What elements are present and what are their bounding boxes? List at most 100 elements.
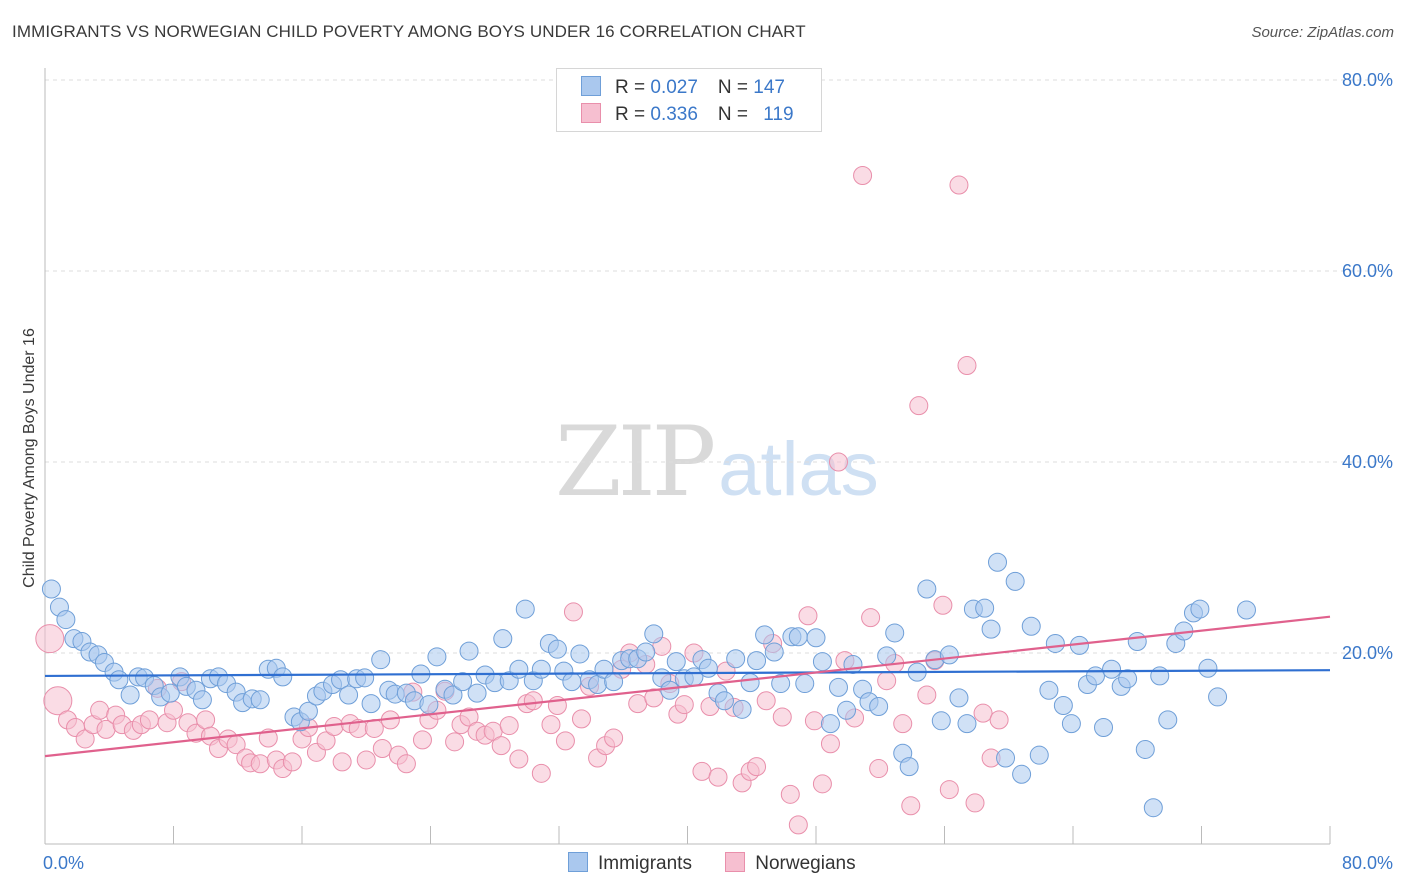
data-point bbox=[812, 652, 832, 672]
data-point bbox=[459, 707, 479, 727]
data-point bbox=[316, 731, 336, 751]
data-point bbox=[250, 754, 270, 774]
data-point bbox=[419, 695, 439, 715]
data-point bbox=[571, 709, 591, 729]
data-point bbox=[644, 624, 664, 644]
trend-line bbox=[44, 669, 1331, 678]
data-point bbox=[740, 673, 760, 693]
data-point bbox=[1085, 666, 1105, 686]
data-point bbox=[445, 732, 465, 752]
data-point bbox=[698, 658, 718, 678]
data-point bbox=[459, 641, 479, 661]
bottom-legend-immigrants: Immigrants bbox=[568, 852, 692, 875]
data-point bbox=[547, 639, 567, 659]
data-point bbox=[35, 624, 65, 654]
data-point bbox=[820, 714, 840, 734]
data-point bbox=[196, 710, 216, 730]
data-point bbox=[806, 628, 826, 648]
data-point bbox=[43, 686, 73, 716]
data-point bbox=[747, 757, 767, 777]
data-point bbox=[604, 728, 624, 748]
data-point bbox=[909, 396, 929, 416]
data-point bbox=[828, 452, 848, 472]
data-point bbox=[788, 627, 808, 647]
data-point bbox=[1198, 658, 1218, 678]
data-point bbox=[714, 691, 734, 711]
data-point bbox=[604, 672, 624, 692]
bottom-legend-norwegians: Norwegians bbox=[725, 852, 856, 875]
data-point bbox=[355, 668, 375, 688]
data-point bbox=[837, 700, 857, 720]
data-point bbox=[491, 736, 511, 756]
data-point bbox=[772, 707, 792, 727]
data-point bbox=[563, 602, 583, 622]
data-point bbox=[164, 700, 183, 720]
y-tick-label: 20.0% bbox=[1342, 643, 1393, 663]
data-point bbox=[981, 619, 1001, 639]
data-point bbox=[192, 690, 212, 710]
data-point bbox=[493, 629, 513, 649]
watermark-atlas: atlas bbox=[718, 427, 879, 512]
axes bbox=[44, 68, 1331, 845]
data-point bbox=[339, 685, 359, 705]
data-point bbox=[298, 701, 318, 721]
data-point bbox=[764, 642, 784, 662]
data-point bbox=[1053, 696, 1073, 716]
data-point bbox=[1039, 680, 1059, 700]
data-point bbox=[965, 793, 985, 813]
data-point bbox=[893, 714, 913, 734]
data-point bbox=[356, 750, 376, 770]
data-point bbox=[899, 757, 919, 777]
data-point bbox=[109, 670, 129, 690]
data-point bbox=[371, 650, 391, 670]
data-point bbox=[1208, 687, 1228, 707]
series-norwegians bbox=[35, 166, 1009, 835]
data-point bbox=[1029, 745, 1049, 765]
chart-title: IMMIGRANTS VS NORWEGIAN CHILD POVERTY AM… bbox=[12, 22, 806, 41]
data-point bbox=[996, 748, 1016, 768]
legend-r-value: 0.336 bbox=[650, 104, 698, 125]
data-point bbox=[282, 752, 302, 772]
data-point bbox=[747, 651, 767, 671]
data-point bbox=[949, 175, 969, 195]
y-tick-label: 60.0% bbox=[1342, 261, 1393, 281]
data-point bbox=[467, 683, 487, 703]
data-point bbox=[917, 685, 937, 705]
data-point bbox=[933, 595, 953, 615]
data-point bbox=[1045, 633, 1065, 653]
data-point bbox=[666, 652, 686, 672]
data-point bbox=[443, 685, 463, 705]
data-point bbox=[1118, 669, 1138, 689]
data-point bbox=[531, 763, 551, 783]
data-point bbox=[160, 683, 180, 703]
data-point bbox=[843, 654, 863, 674]
legend-row-immigrants: R = 0.027 N = 147 bbox=[581, 76, 785, 98]
data-point bbox=[509, 749, 529, 769]
data-point bbox=[562, 672, 582, 692]
data-point bbox=[726, 649, 746, 669]
data-point bbox=[901, 796, 921, 816]
data-point bbox=[1236, 600, 1256, 620]
data-point bbox=[555, 731, 575, 751]
data-point bbox=[788, 815, 808, 835]
data-point bbox=[820, 734, 840, 754]
data-point bbox=[692, 761, 712, 781]
data-point bbox=[1021, 616, 1041, 636]
data-point bbox=[939, 645, 959, 665]
data-point bbox=[708, 767, 728, 787]
data-point bbox=[644, 688, 664, 708]
tick-labels: 20.0% 40.0% 60.0% 80.0% 0.0% 80.0% bbox=[43, 70, 1393, 873]
bottom-legend-label: Immigrants bbox=[598, 853, 692, 874]
data-point bbox=[988, 552, 1008, 572]
data-point bbox=[515, 599, 535, 619]
trend-line bbox=[44, 615, 1331, 758]
data-point bbox=[570, 644, 590, 664]
data-point bbox=[1135, 739, 1155, 759]
data-point bbox=[499, 716, 519, 736]
data-point bbox=[660, 680, 680, 700]
legend: R = 0.027 N = 147 R = 0.336 N = 119 bbox=[556, 68, 822, 132]
bottom-legend-swatch-immigrants bbox=[568, 852, 588, 872]
data-point bbox=[957, 714, 977, 734]
trend-lines bbox=[44, 615, 1331, 758]
